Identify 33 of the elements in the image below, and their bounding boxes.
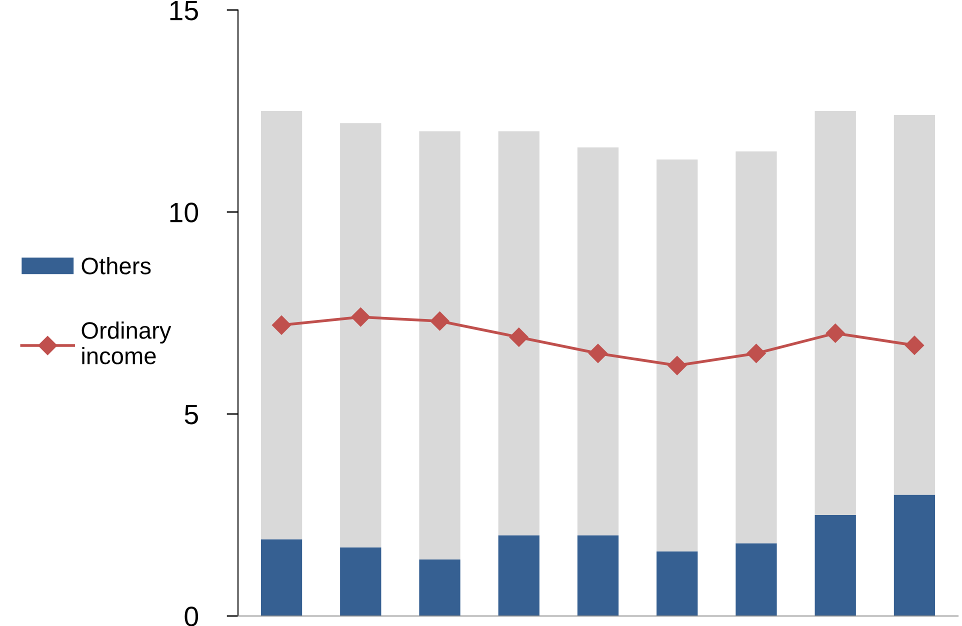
bar	[736, 543, 777, 616]
bar	[419, 131, 460, 560]
y-tick-label: 10	[170, 202, 198, 222]
point	[588, 344, 608, 363]
bar	[340, 123, 382, 548]
legend-label: Ordinary income	[82, 322, 172, 364]
y-tick-label: 5	[184, 404, 198, 424]
bar	[894, 494, 936, 616]
point	[826, 324, 845, 343]
point	[351, 308, 370, 327]
legend-label: Others	[82, 257, 151, 274]
point	[904, 336, 924, 355]
bar	[814, 111, 856, 515]
point	[272, 316, 292, 335]
bar	[577, 147, 619, 536]
bar	[260, 539, 302, 616]
bar	[577, 535, 619, 616]
bar	[736, 151, 777, 544]
bar	[656, 159, 698, 552]
bar	[498, 535, 540, 616]
point	[430, 312, 450, 331]
point	[668, 356, 687, 376]
bar	[419, 559, 460, 616]
bar	[260, 111, 302, 540]
point	[509, 328, 528, 347]
bar	[498, 131, 540, 536]
bar	[814, 515, 856, 616]
bar	[656, 551, 698, 616]
y-tick-label: 15	[170, 0, 198, 20]
point	[746, 344, 766, 363]
y-tick-label: 0	[184, 606, 198, 626]
bar	[894, 115, 936, 495]
bar	[340, 547, 382, 616]
